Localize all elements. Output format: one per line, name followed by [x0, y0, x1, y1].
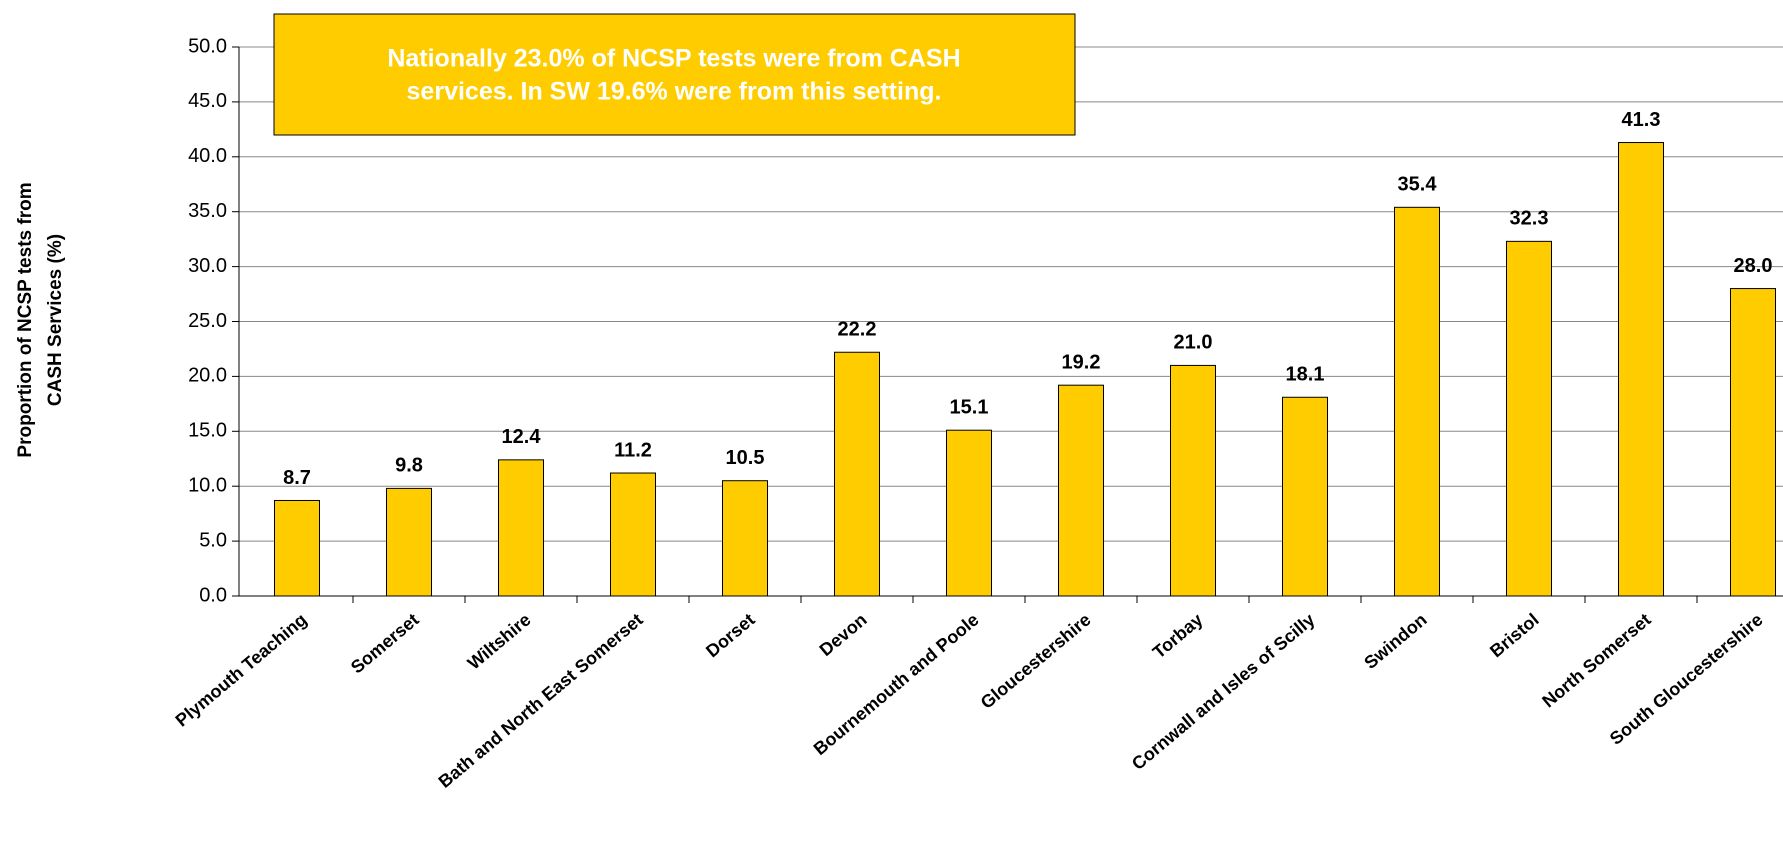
value-label: 8.7	[283, 467, 311, 489]
annotation-text: services. In SW 19.6% were from this set…	[407, 78, 942, 106]
bar	[722, 480, 768, 597]
bar	[1394, 206, 1440, 597]
bar	[946, 429, 992, 597]
value-label: 21.0	[1174, 332, 1213, 354]
x-tick-label: Bristol	[1486, 609, 1543, 661]
y-tick-label: 35.0	[188, 200, 227, 222]
bar	[1618, 142, 1664, 597]
y-tick-label: 5.0	[199, 529, 227, 551]
value-label: 18.1	[1286, 364, 1325, 386]
value-label: 11.2	[614, 439, 652, 461]
x-tick-label: Gloucestershire	[977, 609, 1095, 712]
x-tick-label: Bath and North East Somerset	[435, 609, 647, 791]
y-tick-label: 0.0	[199, 584, 227, 606]
x-tick-label: Dorset	[702, 609, 759, 661]
bar	[386, 487, 432, 597]
y-tick-label: 40.0	[188, 145, 227, 167]
x-tick-label: Cornwall and Isles of Scilly	[1128, 609, 1319, 773]
value-label: 35.4	[1398, 174, 1438, 196]
x-tick-label: Torbay	[1149, 609, 1207, 662]
x-tick-label: Devon	[816, 609, 871, 660]
y-axis-label: Proportion of NCSP tests from	[15, 182, 36, 457]
bar	[1058, 384, 1104, 597]
bar	[834, 351, 880, 597]
value-label: 12.4	[502, 426, 542, 448]
y-tick-label: 50.0	[188, 35, 227, 57]
x-tick-label: Plymouth Teaching	[172, 609, 311, 730]
y-tick-label: 45.0	[188, 90, 227, 112]
value-label: 19.2	[1062, 351, 1101, 373]
value-label: 10.5	[726, 447, 765, 469]
annotation-box	[273, 13, 1076, 136]
bar	[274, 499, 320, 597]
value-label: 41.3	[1622, 109, 1661, 131]
bar	[498, 459, 544, 597]
value-label: 15.1	[950, 396, 989, 418]
x-tick-label: Somerset	[347, 609, 423, 677]
y-tick-label: 30.0	[188, 255, 227, 277]
y-tick-label: 15.0	[188, 420, 227, 442]
bar	[1730, 288, 1776, 597]
bar	[1282, 396, 1328, 597]
y-tick-label: 20.0	[188, 365, 227, 387]
bar	[610, 472, 656, 597]
y-axis-label: CASH Services (%)	[45, 234, 66, 406]
value-label: 22.2	[838, 319, 877, 341]
y-tick-label: 10.0	[188, 474, 227, 496]
x-tick-label: Swindon	[1360, 609, 1430, 673]
value-label: 32.3	[1510, 208, 1549, 230]
x-tick-label: North Somerset	[1538, 609, 1654, 711]
bar	[1170, 364, 1216, 597]
annotation-text: Nationally 23.0% of NCSP tests were from…	[387, 45, 960, 73]
y-tick-label: 25.0	[188, 310, 227, 332]
x-tick-label: Wiltshire	[464, 609, 535, 673]
value-label: 28.0	[1734, 255, 1773, 277]
bar	[1506, 240, 1552, 597]
value-label: 9.8	[395, 455, 423, 477]
